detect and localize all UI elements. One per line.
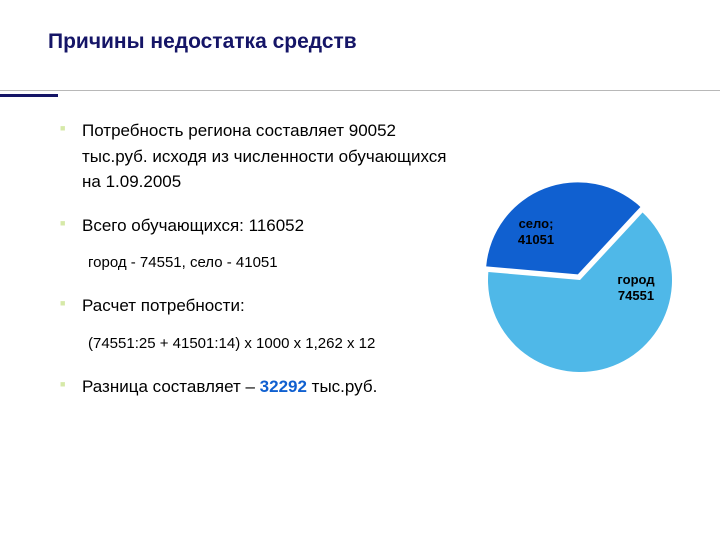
- bullet-sub-2: город - 74551, село - 41051: [60, 252, 460, 273]
- bullet-list: Потребность региона составляет 90052 тыс…: [60, 118, 460, 417]
- pie-label-selo: село; 41051: [496, 216, 576, 247]
- bullet-sub-3: (74551:25 + 41501:14) х 1000 х 1,262 х 1…: [60, 333, 460, 354]
- bullet-text: Всего обучающихся: 116052: [82, 216, 304, 235]
- pie-label-selo-value: 41051: [518, 232, 554, 247]
- slide-title: Причины недостатка средств: [48, 30, 357, 54]
- bullet-text: Потребность региона составляет 90052 тыс…: [82, 121, 446, 191]
- pie-label-gorod-value: 74551: [618, 288, 654, 303]
- divider-thin: [0, 90, 720, 91]
- bullet-text: Расчет потребности:: [82, 296, 245, 315]
- bullet-text-suffix: тыс.руб.: [307, 377, 377, 396]
- pie-label-selo-name: село;: [519, 216, 554, 231]
- bullet-item-1: Потребность региона составляет 90052 тыс…: [60, 118, 460, 195]
- bullet-item-2: Всего обучающихся: 116052: [60, 213, 460, 239]
- bullet-item-4: Разница составляет – 32292 тыс.руб.: [60, 374, 460, 400]
- divider-accent: [0, 94, 58, 97]
- pie-label-gorod-name: город: [617, 272, 654, 287]
- bullet-text-prefix: Разница составляет –: [82, 377, 260, 396]
- pie-label-gorod: город 74551: [596, 272, 676, 303]
- pie-chart: село; 41051 город 74551: [480, 180, 680, 380]
- difference-value: 32292: [260, 377, 307, 396]
- bullet-item-3: Расчет потребности:: [60, 293, 460, 319]
